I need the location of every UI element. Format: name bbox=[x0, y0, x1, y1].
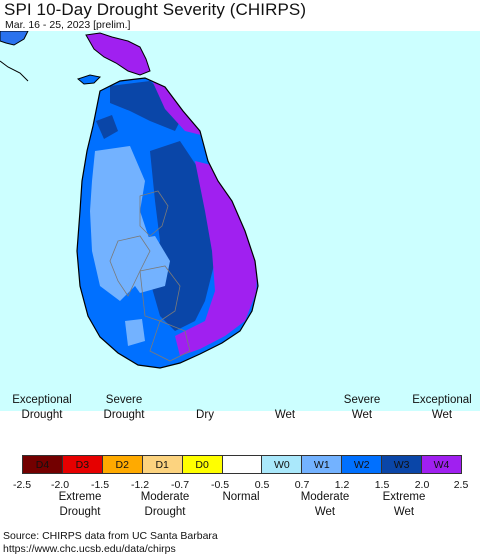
legend-cell-w4: W4 bbox=[422, 456, 461, 473]
legend-top-label: Severe Wet bbox=[343, 394, 381, 421]
legend-cell-d3: D3 bbox=[62, 456, 103, 473]
legend-tick: 0.5 bbox=[254, 479, 270, 491]
legend-cell-d1: D1 bbox=[142, 456, 183, 473]
legend-bottom-label: Extreme Wet bbox=[382, 491, 426, 518]
legend-tick: 0.7 bbox=[294, 479, 310, 491]
india-landmass bbox=[0, 30, 29, 46]
legend-cell-d0: D0 bbox=[182, 456, 223, 473]
w3-central-region bbox=[150, 141, 215, 331]
legend-tick: 1.2 bbox=[334, 479, 350, 491]
legend-top-label: Wet bbox=[274, 409, 296, 421]
legend-bottom-label: Moderate Wet bbox=[300, 491, 350, 518]
legend-tick: -1.2 bbox=[130, 479, 150, 491]
legend-top-label: Dry bbox=[196, 409, 214, 421]
legend-tick: 2.5 bbox=[453, 479, 469, 491]
source-url[interactable]: https://www.chc.ucsb.edu/data/chirps bbox=[3, 543, 176, 555]
legend-cell-d2: D2 bbox=[102, 456, 143, 473]
legend-cell-w1: W1 bbox=[302, 456, 343, 473]
jaffna-peninsula bbox=[85, 32, 151, 76]
legend-top-label: Exceptional Wet bbox=[412, 394, 472, 421]
legend-bottom-label: Normal bbox=[222, 491, 260, 503]
legend-cell-d4: D4 bbox=[23, 456, 63, 473]
w3-northwest-patch bbox=[96, 115, 118, 139]
map-title: SPI 10-Day Drought Severity (CHIRPS) bbox=[4, 0, 307, 19]
legend-tick: 1.5 bbox=[374, 479, 390, 491]
india-coast-outline bbox=[0, 60, 29, 82]
map-canvas bbox=[0, 30, 480, 411]
w3-north-region bbox=[110, 81, 185, 131]
legend-top-label: Exceptional Drought bbox=[12, 394, 72, 421]
map-subtitle: Mar. 16 - 25, 2023 [prelim.] bbox=[5, 19, 131, 31]
legend-cell-w3: W3 bbox=[382, 456, 423, 473]
legend-tick: 2.0 bbox=[414, 479, 430, 491]
legend-color-bar: D4 D3 D2 D1 D0 W0 W1 W2 W3 W4 bbox=[22, 455, 462, 474]
source-credit: Source: CHIRPS data from UC Santa Barbar… bbox=[3, 530, 218, 556]
province-boundaries bbox=[109, 190, 191, 362]
legend-cell-w0: W0 bbox=[262, 456, 303, 473]
legend-tick: -0.7 bbox=[170, 479, 190, 491]
mannar-island bbox=[76, 74, 102, 85]
legend-tick: -2.0 bbox=[50, 479, 70, 491]
legend-top-label: Severe Drought bbox=[103, 394, 145, 421]
legend-tick: -0.5 bbox=[210, 479, 230, 491]
legend-bottom-label: Moderate Drought bbox=[140, 491, 190, 518]
sri-lanka-map bbox=[0, 30, 259, 369]
legend-tick: -2.5 bbox=[12, 479, 32, 491]
legend-bottom-label: Extreme Drought bbox=[58, 491, 102, 518]
legend-cell-normal bbox=[222, 456, 263, 473]
legend-cell-w2: W2 bbox=[342, 456, 383, 473]
sri-lanka-coastline bbox=[76, 77, 259, 369]
source-line: Source: CHIRPS data from UC Santa Barbar… bbox=[3, 530, 218, 542]
legend-tick: -1.5 bbox=[90, 479, 110, 491]
w1-south-patch bbox=[125, 319, 145, 346]
